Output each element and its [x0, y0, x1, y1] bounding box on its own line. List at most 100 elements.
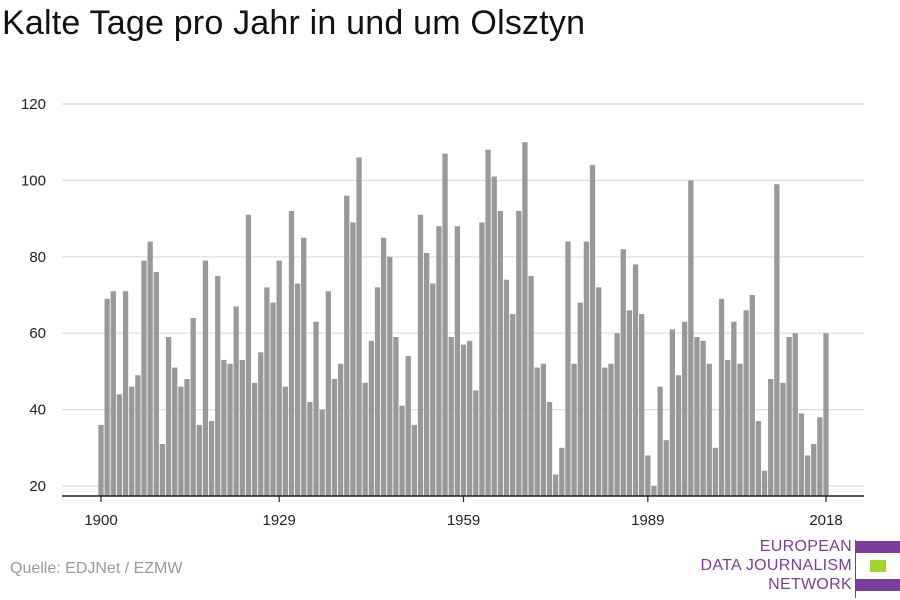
bar-1914 [184, 379, 190, 496]
bar-1996 [688, 180, 694, 496]
bar-1975 [559, 447, 565, 496]
bar-1929 [276, 260, 282, 496]
bar-1966 [503, 279, 510, 496]
bar-1999 [706, 363, 712, 496]
bar-1967 [510, 314, 516, 496]
bar-1932 [294, 283, 301, 496]
y-tick-label: 20 [29, 478, 46, 495]
bar-2016 [811, 443, 817, 496]
bar-1962 [479, 222, 485, 497]
logo-divider [855, 540, 856, 598]
bar-1990 [651, 486, 657, 496]
bar-2012 [786, 337, 792, 496]
bar-2005 [743, 310, 749, 496]
bar-1947 [387, 256, 393, 496]
bar-1928 [270, 302, 276, 496]
bar-1956 [442, 153, 448, 496]
bar-1921 [227, 363, 233, 496]
bar-2003 [731, 321, 737, 496]
bar-1965 [497, 210, 504, 496]
bar-2013 [792, 333, 798, 496]
y-tick-label: 120 [21, 96, 46, 113]
bar-1976 [565, 241, 571, 496]
bar-1910 [159, 443, 166, 496]
bar-1985 [620, 249, 626, 496]
bar-1922 [233, 306, 239, 496]
bar-2004 [737, 363, 743, 496]
bar-1915 [190, 317, 196, 496]
bar-1960 [467, 340, 473, 496]
bar-1991 [657, 386, 663, 496]
bar-1984 [614, 333, 620, 496]
bar-1986 [626, 310, 633, 496]
y-tick-label: 100 [21, 172, 46, 189]
logo-bar-purple-1 [856, 541, 900, 553]
bar-1992 [663, 440, 669, 496]
x-tick-label: 1959 [447, 512, 480, 529]
bar-1946 [380, 237, 387, 496]
bar-1949 [399, 405, 405, 496]
bar-2008 [761, 470, 768, 496]
bar-1957 [448, 337, 454, 496]
bar-chart: 20 40 60 80 100 120 1900 1929 1959 1989 2018 [21, 96, 864, 529]
bar-1989 [645, 455, 651, 496]
bar-1979 [583, 241, 590, 496]
bar-2007 [755, 421, 762, 496]
edjnet-logo: EUROPEAN DATA JOURNALISM NETWORK [700, 536, 900, 600]
bar-1907 [141, 260, 147, 496]
bar-2001 [718, 298, 725, 496]
bar-1968 [516, 210, 522, 496]
bar-1906 [135, 375, 141, 496]
bar-1931 [288, 210, 295, 496]
bar-1903 [116, 394, 123, 496]
bar-1900 [98, 424, 104, 496]
axes: 20 40 60 80 100 120 1900 1929 1959 1989 2018 [21, 96, 864, 529]
bar-1920 [221, 359, 227, 496]
bar-2011 [780, 382, 786, 496]
bar-1941 [350, 222, 356, 497]
bar-1994 [675, 375, 682, 496]
bar-1977 [571, 363, 577, 496]
y-tick-label: 40 [29, 402, 46, 419]
bar-1978 [577, 302, 583, 496]
bar-1958 [454, 226, 460, 497]
bar-1997 [694, 337, 700, 496]
bar-2018 [823, 333, 829, 496]
bar-1913 [178, 386, 184, 496]
x-tick-label: 1900 [84, 512, 117, 529]
bar-1948 [393, 337, 399, 496]
bar-1953 [423, 252, 430, 496]
bar-2010 [774, 184, 780, 496]
bar-1970 [528, 275, 534, 496]
x-tick-label: 2018 [809, 512, 842, 529]
bar-2000 [712, 447, 719, 496]
bar-2009 [768, 379, 774, 496]
bar-1983 [608, 363, 614, 496]
bar-1993 [669, 329, 676, 496]
x-tick-label: 1989 [631, 512, 664, 529]
logo-line-3: NETWORK [768, 576, 852, 593]
bar-1912 [172, 367, 178, 496]
bar-1908 [147, 241, 153, 496]
bar-1988 [639, 314, 645, 496]
bar-1909 [153, 272, 159, 496]
bar-1981 [596, 287, 602, 496]
logo-bar-green [870, 560, 886, 572]
bar-2015 [804, 455, 811, 496]
bar-1961 [473, 390, 479, 496]
bar-1973 [546, 401, 553, 496]
bar-1924 [245, 214, 252, 496]
logo-line-1: EUROPEAN [759, 538, 852, 555]
bar-1982 [602, 367, 608, 496]
bar-1944 [368, 340, 374, 496]
bar-1995 [682, 321, 688, 496]
bar-1955 [436, 226, 442, 497]
bar-1959 [460, 344, 467, 496]
bar-1918 [208, 421, 215, 496]
bar-1939 [337, 363, 344, 496]
bar-1927 [264, 287, 270, 496]
bar-1917 [202, 260, 209, 496]
bar-1930 [282, 386, 288, 496]
bar-1964 [491, 176, 497, 496]
bar-1933 [301, 237, 307, 496]
